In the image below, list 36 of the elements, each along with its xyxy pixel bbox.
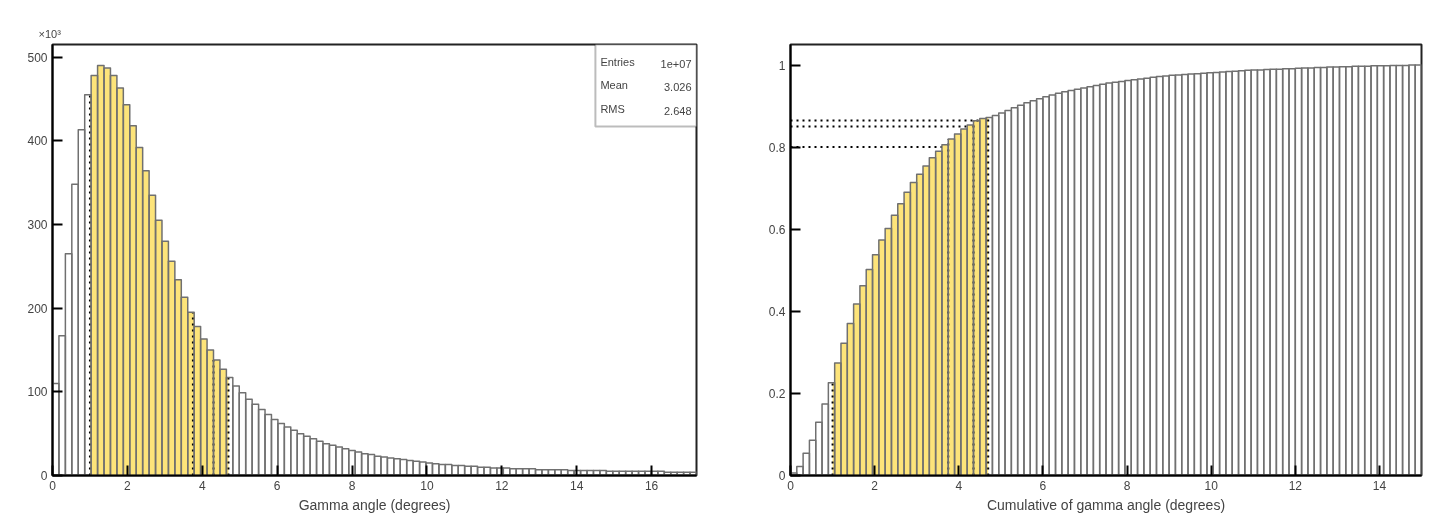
- annotation: Entries: [600, 55, 636, 68]
- text: ×10³: [38, 27, 62, 40]
- y-tick-label: 200: [27, 301, 48, 316]
- x-tick-label: 6: [273, 478, 281, 493]
- y-tick-label: 0.2: [768, 386, 786, 401]
- x-tick-label: 10: [1204, 478, 1219, 493]
- y-tick-label: 0.4: [768, 304, 786, 319]
- y-tick-label: 300: [27, 217, 48, 232]
- x-tick-label: 4: [198, 478, 206, 493]
- x-tick-label: 12: [1288, 478, 1303, 493]
- x-tick-label: 14: [1372, 478, 1387, 493]
- x-tick-label: 16: [644, 478, 659, 493]
- y-tick-label: 0: [40, 469, 48, 483]
- x-axis-title: Cumulative of gamma angle (degrees): [986, 496, 1226, 513]
- annotation: 1e+07: [660, 57, 692, 70]
- x-tick-label: 14: [570, 478, 584, 493]
- x-tick-label: 10: [420, 478, 434, 493]
- annotation: RMS: [600, 102, 625, 115]
- x-axis-title: Gamma angle (degrees): [298, 496, 451, 513]
- x-tick-label: 4: [955, 478, 963, 493]
- y-tick-label: 0: [778, 469, 786, 483]
- annotation: 3.026: [663, 81, 692, 94]
- y-tick-label: 500: [27, 50, 48, 65]
- x-tick-label: 12: [495, 478, 509, 493]
- y-tick-label: 0.8: [768, 140, 786, 155]
- y-tick-label: 400: [27, 134, 48, 149]
- y-tick-label: 0.6: [768, 222, 786, 237]
- x-tick-label: 8: [348, 478, 356, 493]
- x-tick-label: 2: [871, 478, 879, 493]
- x-tick-label: 8: [1123, 478, 1131, 493]
- y-tick-label: 1: [778, 58, 786, 73]
- x-tick-label: 6: [1039, 478, 1047, 493]
- annotation: Mean: [600, 79, 628, 92]
- y-tick-label: 100: [27, 385, 48, 400]
- annotation: 2.648: [663, 104, 692, 117]
- x-tick-label: 2: [124, 478, 132, 493]
